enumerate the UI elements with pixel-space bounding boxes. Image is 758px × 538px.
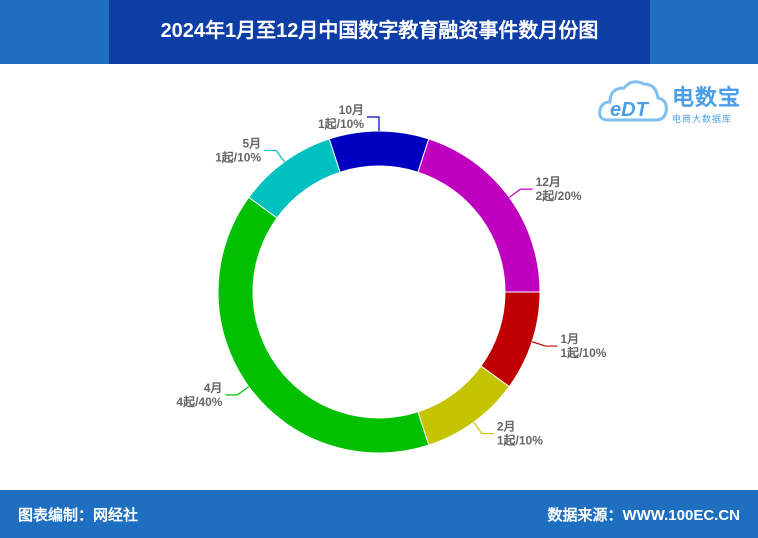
- leader-line-2: [473, 421, 494, 435]
- slice-label-month-4: 5月: [242, 136, 261, 150]
- slice-label-month-3: 4月: [204, 381, 223, 395]
- cloud-logo-icon: eDT: [598, 80, 668, 122]
- leader-line-4: [264, 149, 285, 163]
- slice-label-month-0: 12月: [536, 175, 561, 189]
- slice-label-value-5: 1起/10%: [318, 116, 364, 131]
- page-title: 2024年1月至12月中国数字教育融资事件数月份图: [109, 0, 650, 64]
- slice-label-month-5: 10月: [339, 103, 364, 117]
- footer-source: 数据来源：WWW.100EC.CN: [547, 507, 740, 524]
- leader-line-0: [508, 188, 533, 198]
- slice-label-value-0: 2起/20%: [536, 188, 582, 203]
- donut-slice-3: [217, 196, 430, 454]
- donut-slice-4: [248, 138, 341, 219]
- donut-slice-0: [417, 138, 541, 293]
- slice-label-value-2: 1起/10%: [497, 433, 543, 448]
- logo-subtitle: 电商大数据库: [672, 114, 733, 124]
- footer-bar: 图表编制：网经社 数据来源：WWW.100EC.CN: [0, 490, 758, 538]
- donut-chart: 12月2起/20%1月1起/10%2月1起/10%4月4起/40%5月1起/10…: [176, 103, 607, 454]
- leader-line-3: [225, 386, 250, 396]
- slice-label-value-1: 1起/10%: [560, 345, 606, 360]
- slice-label-month-1: 1月: [560, 332, 579, 346]
- donut-slice-2: [417, 365, 510, 446]
- slice-label-value-3: 4起/40%: [176, 394, 222, 409]
- leader-line-1: [531, 341, 558, 347]
- donut-slice-5: [328, 130, 430, 173]
- logo-name: 电数宝: [672, 85, 742, 110]
- footer-editor: 图表编制：网经社: [18, 507, 139, 524]
- slice-label-value-4: 1起/10%: [215, 149, 261, 164]
- slice-label-month-2: 2月: [497, 420, 516, 434]
- logo-mark: eDT: [610, 99, 650, 121]
- leader-line-5: [367, 116, 380, 131]
